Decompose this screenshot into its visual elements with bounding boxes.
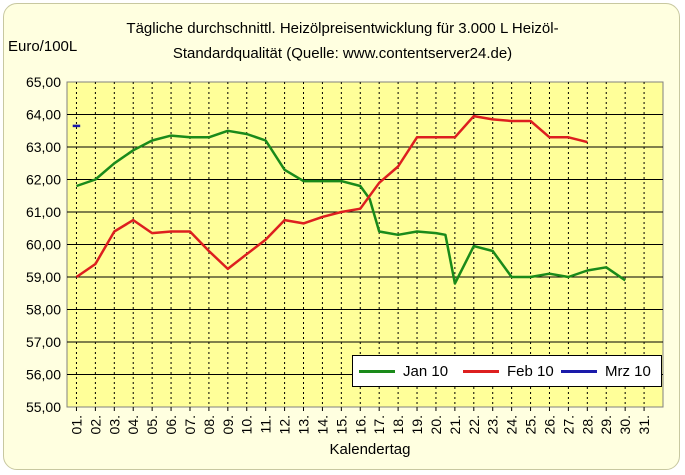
x-tick-label: 31. <box>636 415 652 434</box>
y-tick-label: 63,00 <box>26 139 61 155</box>
x-tick-label: 22. <box>466 415 482 434</box>
x-tick-label: 23. <box>485 415 501 434</box>
x-tick-label: 07. <box>182 415 198 434</box>
y-tick-label: 57,00 <box>26 334 61 350</box>
x-tick-label: 10. <box>239 415 255 434</box>
legend-label-feb: Feb 10 <box>507 362 554 380</box>
legend-item-jan: Jan 10 <box>359 356 448 386</box>
x-tick-label: 21. <box>447 415 463 434</box>
y-tick-label: 62,00 <box>26 172 61 188</box>
x-tick-label: 17. <box>371 415 387 434</box>
y-tick-label: 64,00 <box>26 107 61 123</box>
chart-title: Tägliche durchschnittl. Heizölpreisentwi… <box>126 20 559 37</box>
y-tick-label: 61,00 <box>26 204 61 220</box>
y-tick-label: 65,00 <box>26 74 61 90</box>
legend-item-feb: Feb 10 <box>463 356 554 386</box>
series-line-1 <box>75 114 588 279</box>
x-tick-label: 28. <box>579 415 595 434</box>
y-tick-label: 59,00 <box>26 269 61 285</box>
x-tick-label: 09. <box>220 415 236 434</box>
x-tick-label: 20. <box>428 415 444 434</box>
x-tick-label: 01. <box>68 415 84 434</box>
x-tick-label: 03. <box>106 415 122 434</box>
y-tick-label: 58,00 <box>26 302 61 318</box>
legend-label-jan: Jan 10 <box>403 362 449 380</box>
x-axis-label: Kalendertag <box>329 441 411 458</box>
x-tick-label: 12. <box>277 415 293 434</box>
x-tick-label: 15. <box>333 415 349 434</box>
x-tick-label: 06. <box>163 415 179 434</box>
legend-swatch-feb <box>463 369 499 373</box>
series-lines <box>72 114 626 285</box>
x-tick-label: 13. <box>296 415 312 434</box>
x-tick-label: 14. <box>314 415 330 434</box>
y-axis-ticks: 55,00 56,00 57,00 58,00 59,00 60,00 61,00 62,00… <box>26 74 61 415</box>
x-tick-label: 18. <box>390 415 406 434</box>
legend-swatch-jan <box>359 369 395 373</box>
legend: Jan 10 Feb 10 Mrz 10 <box>352 355 662 387</box>
series-line-0 <box>76 129 626 285</box>
y-tick-label: 56,00 <box>26 367 61 383</box>
legend-swatch-mrz <box>561 369 597 373</box>
x-axis-ticks: 01. 02. 03. 04. 05. 06. 07. 08. 09. 10. 11. 12. 13. 1… <box>68 407 652 434</box>
x-tick-label: 27. <box>560 415 576 434</box>
y-tick-label: 55,00 <box>26 399 61 415</box>
x-tick-label: 11. <box>258 415 274 433</box>
chart-subtitle: Standardqualität (Quelle: www.contentser… <box>172 45 513 62</box>
y-tick-label: 60,00 <box>26 237 61 253</box>
x-tick-label: 16. <box>352 415 368 434</box>
x-tick-label: 02. <box>87 415 103 434</box>
x-tick-label: 26. <box>541 415 557 434</box>
x-tick-label: 29. <box>598 415 614 434</box>
x-tick-label: 05. <box>144 415 160 434</box>
x-tick-label: 30. <box>617 415 633 434</box>
x-tick-label: 04. <box>125 415 141 434</box>
y-axis-label: Euro/100L <box>8 38 78 55</box>
legend-item-mrz: Mrz 10 <box>561 356 651 386</box>
x-tick-label: 24. <box>504 415 520 434</box>
x-tick-label: 19. <box>409 415 425 434</box>
legend-label-mrz: Mrz 10 <box>605 362 651 380</box>
x-tick-label: 08. <box>201 415 217 434</box>
x-tick-label: 25. <box>523 415 539 434</box>
